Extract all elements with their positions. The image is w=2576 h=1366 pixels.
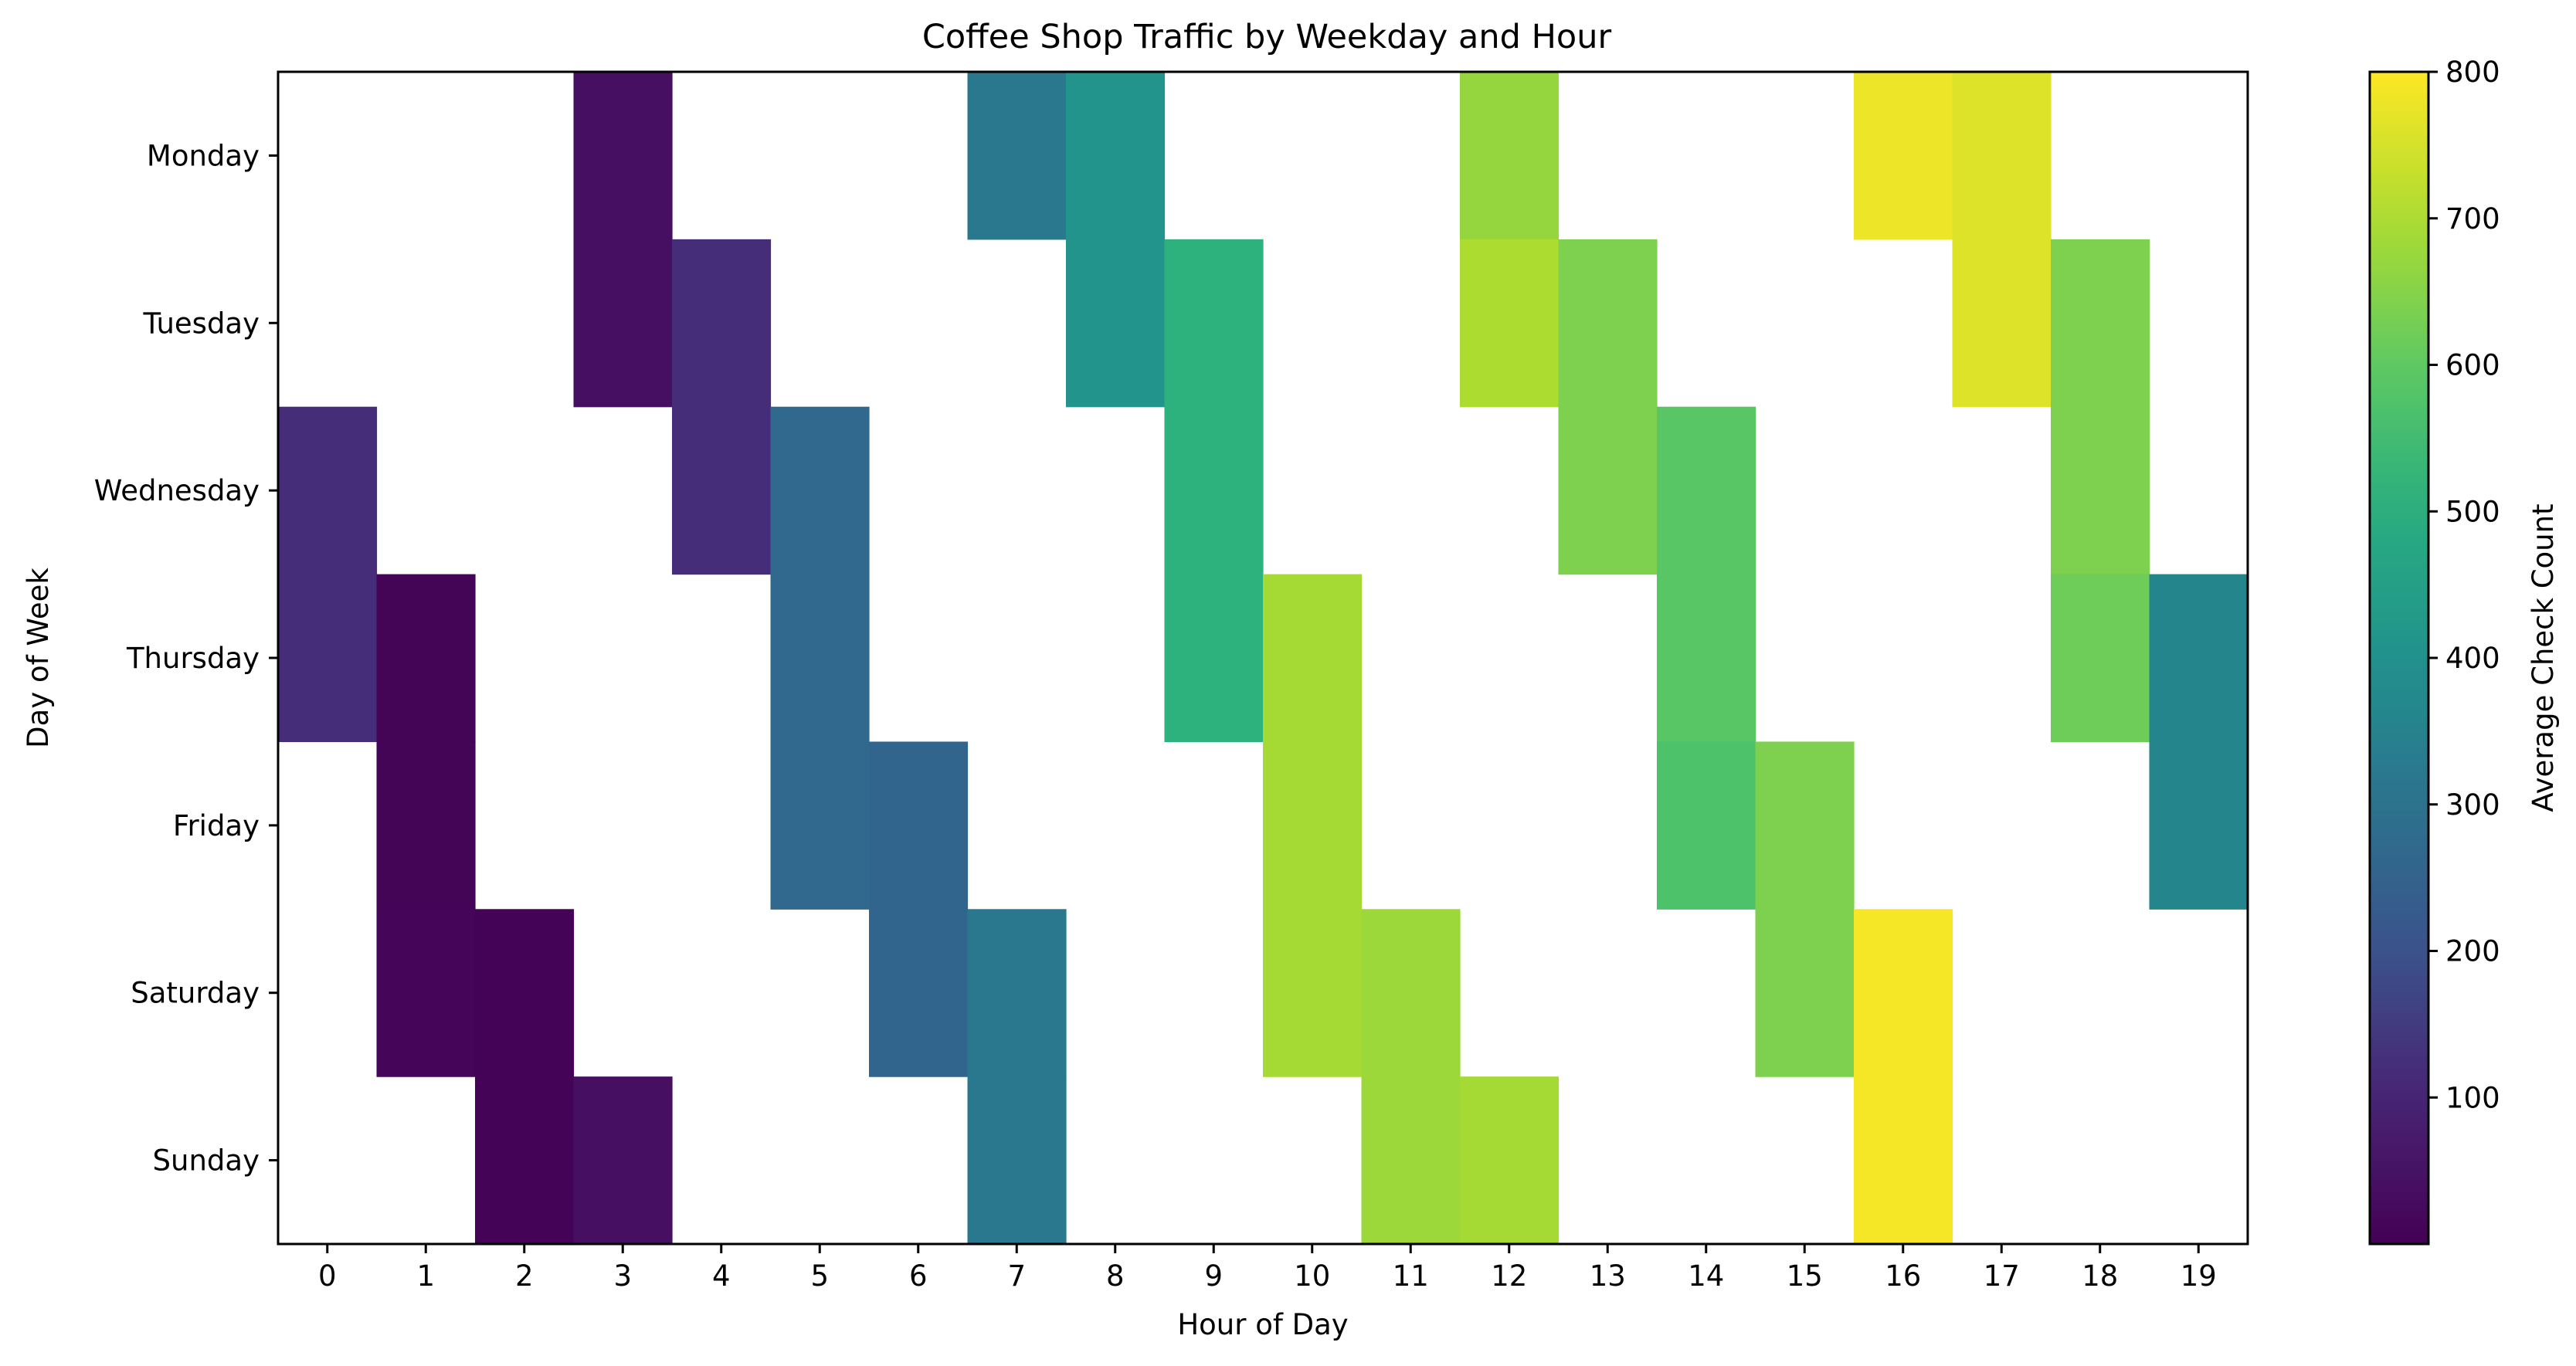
- x-tick-label: 0: [318, 1259, 337, 1293]
- heatmap-cell: [770, 741, 870, 910]
- chart-title: Coffee Shop Traffic by Weekday and Hour: [922, 18, 1612, 56]
- colorbar-gradient: [2368, 70, 2430, 1246]
- x-tick-label: 10: [1294, 1259, 1330, 1293]
- x-tick-label: 9: [1204, 1259, 1223, 1293]
- y-tick-label: Wednesday: [94, 474, 260, 507]
- heatmap-cell: [475, 909, 575, 1077]
- heatmap-cell: [278, 574, 378, 743]
- heatmap-cell: [1066, 72, 1166, 240]
- heatmap-cell: [1361, 1076, 1461, 1245]
- heatmap-cell: [1164, 239, 1264, 408]
- colorbar-tick-label: 600: [2445, 349, 2500, 382]
- colorbar: 100 200 300 400 500 600 700 800 Average Check C…: [2368, 56, 2560, 1246]
- x-tick-label: 17: [1984, 1259, 2020, 1293]
- heatmap-cell: [278, 406, 378, 575]
- heatmap-cell: [573, 1076, 673, 1245]
- x-tick-label: 4: [712, 1259, 731, 1293]
- x-tick-label: 12: [1491, 1259, 1527, 1293]
- heatmap-cell: [1854, 72, 1953, 240]
- heatmap-cell: [1755, 741, 1855, 910]
- heatmap-cell: [475, 1076, 575, 1245]
- heatmap-cell: [1558, 406, 1658, 575]
- heatmap-cell: [967, 72, 1067, 240]
- heatmap-cell: [869, 909, 969, 1077]
- heatmap-cell: [967, 909, 1067, 1077]
- x-tick-label: 14: [1688, 1259, 1724, 1293]
- colorbar-tick-label: 300: [2445, 788, 2500, 822]
- colorbar-ticks: 100 200 300 400 500 600 700 800: [2428, 56, 2500, 1114]
- heatmap-cell: [1066, 239, 1166, 408]
- y-axis-ticks: Monday Tuesday Wednesday Thursday Friday Satu…: [94, 139, 278, 1178]
- heatmap-cell: [1460, 239, 1560, 408]
- heatmap-cell: [1164, 574, 1264, 743]
- heatmap-cells: [278, 72, 2248, 1245]
- heatmap-cell: [672, 239, 772, 408]
- x-tick-label: 7: [1007, 1259, 1026, 1293]
- heatmap-cell: [376, 741, 476, 910]
- x-tick-label: 3: [613, 1259, 632, 1293]
- colorbar-tick-label: 100: [2445, 1081, 2500, 1114]
- colorbar-tick-label: 500: [2445, 495, 2500, 528]
- heatmap-cell: [1558, 239, 1658, 408]
- heatmap-cell: [967, 1076, 1067, 1245]
- colorbar-tick-label: 400: [2445, 642, 2500, 675]
- x-tick-label: 8: [1106, 1259, 1125, 1293]
- x-tick-label: 6: [909, 1259, 928, 1293]
- x-tick-label: 1: [416, 1259, 435, 1293]
- heatmap-cell: [2051, 406, 2150, 575]
- heatmap-cell: [1657, 574, 1756, 743]
- x-tick-label: 18: [2082, 1259, 2118, 1293]
- heatmap-cell: [376, 574, 476, 743]
- heatmap-cell: [1263, 741, 1363, 910]
- x-tick-label: 15: [1787, 1259, 1823, 1293]
- heatmap-cell: [770, 574, 870, 743]
- heatmap-cell: [1952, 72, 2052, 240]
- heatmap-cell: [1657, 406, 1756, 575]
- x-tick-label: 16: [1885, 1259, 1921, 1293]
- x-tick-label: 2: [515, 1259, 534, 1293]
- y-tick-label: Friday: [173, 809, 260, 842]
- y-tick-label: Monday: [147, 139, 260, 172]
- colorbar-tick-label: 700: [2445, 202, 2500, 236]
- heatmap-cell: [672, 406, 772, 575]
- heatmap-cell: [1460, 1076, 1560, 1245]
- heatmap-cell: [2149, 741, 2248, 910]
- heatmap-cell: [573, 72, 673, 240]
- heatmap-cell: [1755, 909, 1855, 1077]
- heatmap-cell: [869, 741, 969, 910]
- heatmap-cell: [1952, 239, 2052, 408]
- heatmap-cell: [2149, 574, 2248, 743]
- y-tick-label: Tuesday: [142, 307, 260, 340]
- colorbar-tick-label: 200: [2445, 935, 2500, 968]
- x-axis-label: Hour of Day: [1177, 1308, 1348, 1341]
- y-tick-label: Sunday: [153, 1144, 260, 1178]
- heatmap-cell: [1460, 72, 1560, 240]
- x-tick-label: 5: [810, 1259, 829, 1293]
- x-tick-label: 13: [1590, 1259, 1626, 1293]
- heatmap-cell: [573, 239, 673, 408]
- heatmap-cell: [1164, 406, 1264, 575]
- y-tick-label: Saturday: [131, 977, 260, 1010]
- heatmap-cell: [2051, 574, 2150, 743]
- heatmap-cell: [1854, 1076, 1953, 1245]
- heatmap-cell: [376, 909, 476, 1077]
- heatmap-cell: [1361, 909, 1461, 1077]
- heatmap-cell: [1263, 909, 1363, 1077]
- colorbar-label: Average Check Count: [2527, 503, 2560, 812]
- colorbar-tick-label: 800: [2445, 56, 2500, 89]
- heatmap-cell: [770, 406, 870, 575]
- y-tick-label: Thursday: [126, 642, 260, 675]
- x-tick-label: 11: [1393, 1259, 1429, 1293]
- heatmap-cell: [1854, 909, 1953, 1077]
- heatmap-cell: [2051, 239, 2150, 408]
- x-axis-ticks: 0 1 2 3 4 5 6 7 8 9 10 11 12 13 14 15 16 17 18 19: [318, 1244, 2217, 1293]
- heatmap-cell: [1263, 574, 1363, 743]
- x-tick-label: 19: [2181, 1259, 2217, 1293]
- heatmap-cell: [1657, 741, 1756, 910]
- y-axis-label: Day of Week: [22, 568, 55, 748]
